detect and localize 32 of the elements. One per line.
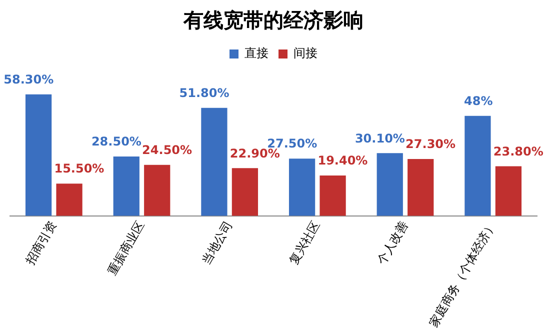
bar	[320, 175, 346, 216]
bar	[464, 116, 491, 216]
data-label: 51.80%	[179, 86, 230, 100]
bar	[113, 156, 140, 216]
data-label: 19.40%	[318, 154, 368, 168]
data-label: 58.30%	[4, 72, 54, 87]
bar	[408, 158, 434, 216]
x-tick-label: 复兴社区	[286, 218, 323, 268]
x-tick-label: 个人改善	[374, 218, 411, 268]
data-label: 27.30%	[406, 137, 456, 152]
chart-title: 有线宽带的经济影响	[182, 8, 364, 32]
legend-label: 间接	[294, 46, 318, 60]
data-label: 28.50%	[91, 134, 142, 149]
bar	[495, 166, 522, 216]
x-tick-label: 家庭商务（个体经济）	[426, 218, 498, 330]
data-label: 24.50%	[142, 142, 192, 157]
bar	[56, 184, 82, 216]
data-label: 48%	[464, 94, 493, 108]
legend-label: 直接	[244, 46, 268, 60]
data-label: 30.10%	[354, 131, 405, 146]
x-tick-label: 招商引资	[22, 218, 60, 268]
bar	[25, 94, 52, 216]
data-label: 15.50%	[54, 162, 104, 176]
bar	[232, 168, 258, 216]
bar	[376, 153, 403, 216]
bar	[201, 108, 228, 216]
x-tick-label: 重振商业区	[104, 218, 148, 278]
bar	[288, 158, 316, 216]
bar	[144, 164, 170, 216]
x-tick-label: 当地公司	[198, 218, 235, 268]
data-label: 23.80%	[493, 144, 544, 158]
data-label: 22.90%	[230, 146, 280, 160]
